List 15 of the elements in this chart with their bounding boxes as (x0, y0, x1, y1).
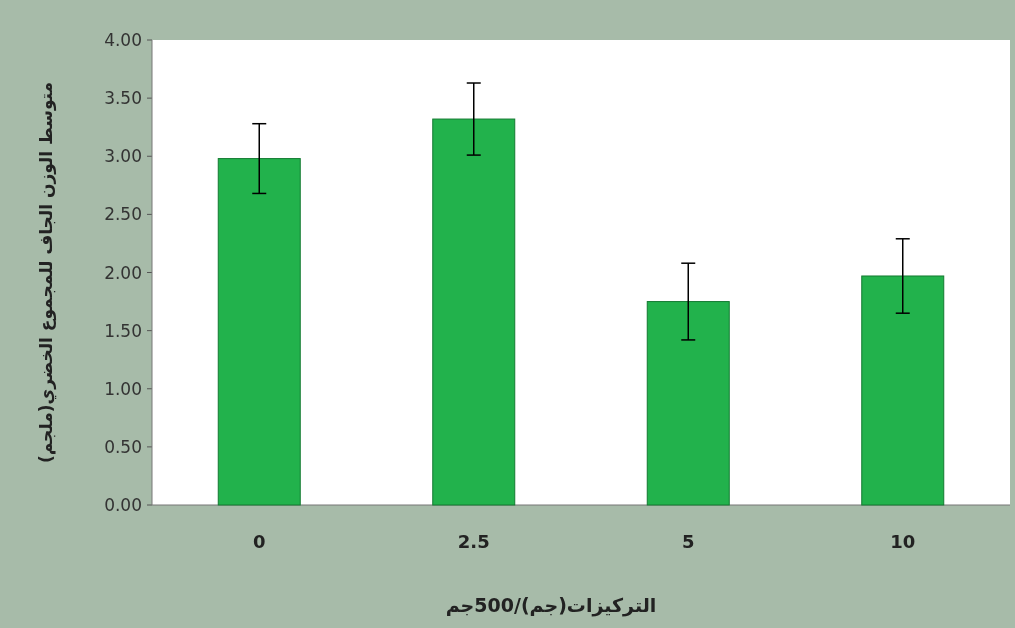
x-tick-label: 10 (890, 531, 916, 552)
y-tick-label: 0.50 (104, 436, 142, 457)
y-tick-label: 2.00 (104, 262, 142, 283)
y-tick-label: 4.00 (104, 30, 142, 50)
x-axis-title: التركيزات(جم)/500جم (445, 594, 657, 617)
x-tick-label: 2.5 (457, 531, 490, 552)
y-tick-label: 0.00 (104, 495, 142, 515)
y-axis-title: متوسط الوزن الجاف للمجموع الخضري(ملجم) (36, 81, 57, 464)
x-tick-label: 5 (681, 531, 695, 552)
y-tick-label: 2.50 (104, 204, 142, 225)
y-tick-label: 1.50 (104, 320, 142, 341)
y-tick-label: 3.50 (104, 88, 142, 109)
x-tick-label: 0 (252, 531, 266, 552)
y-tick-label: 3.00 (104, 146, 142, 167)
y-tick-label: 1.00 (104, 378, 142, 399)
